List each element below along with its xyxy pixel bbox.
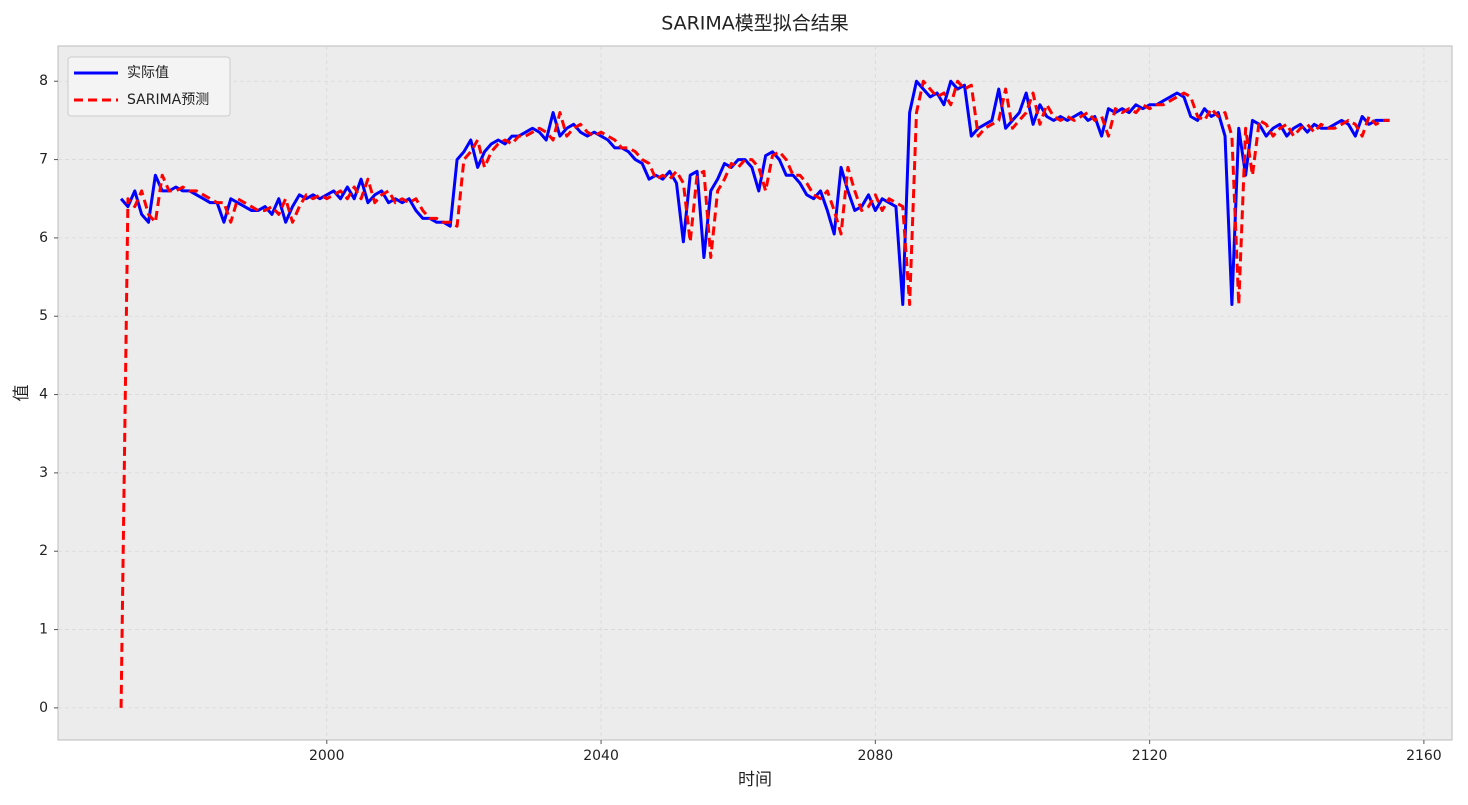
- legend-label: 实际值: [127, 65, 169, 81]
- y-tick-label: 8: [39, 73, 48, 89]
- x-axis-label: 时间: [738, 770, 772, 790]
- y-tick-label: 4: [39, 387, 48, 403]
- y-tick-label: 0: [39, 700, 48, 716]
- x-tick-label: 2000: [309, 748, 345, 764]
- chart-title: SARIMA模型拟合结果: [661, 13, 849, 35]
- x-tick-label: 2160: [1406, 748, 1442, 764]
- y-tick-label: 6: [39, 230, 48, 246]
- y-tick-label: 3: [39, 465, 48, 481]
- x-tick-label: 2040: [583, 748, 619, 764]
- legend: 实际值 SARIMA预测: [67, 56, 231, 117]
- legend-label: SARIMA预测: [127, 92, 209, 108]
- grid: [58, 46, 1452, 740]
- x-tick-label: 2120: [1132, 748, 1168, 764]
- y-axis-label: 值: [12, 385, 32, 402]
- x-tick-label: 2080: [858, 748, 894, 764]
- series-line: [119, 79, 1390, 708]
- series-line: [119, 79, 1390, 306]
- y-tick-label: 1: [39, 622, 48, 638]
- y-tick-label: 5: [39, 308, 48, 324]
- y-tick-label: 2: [39, 543, 48, 559]
- lines: [119, 79, 1390, 708]
- y-tick-label: 7: [39, 152, 48, 168]
